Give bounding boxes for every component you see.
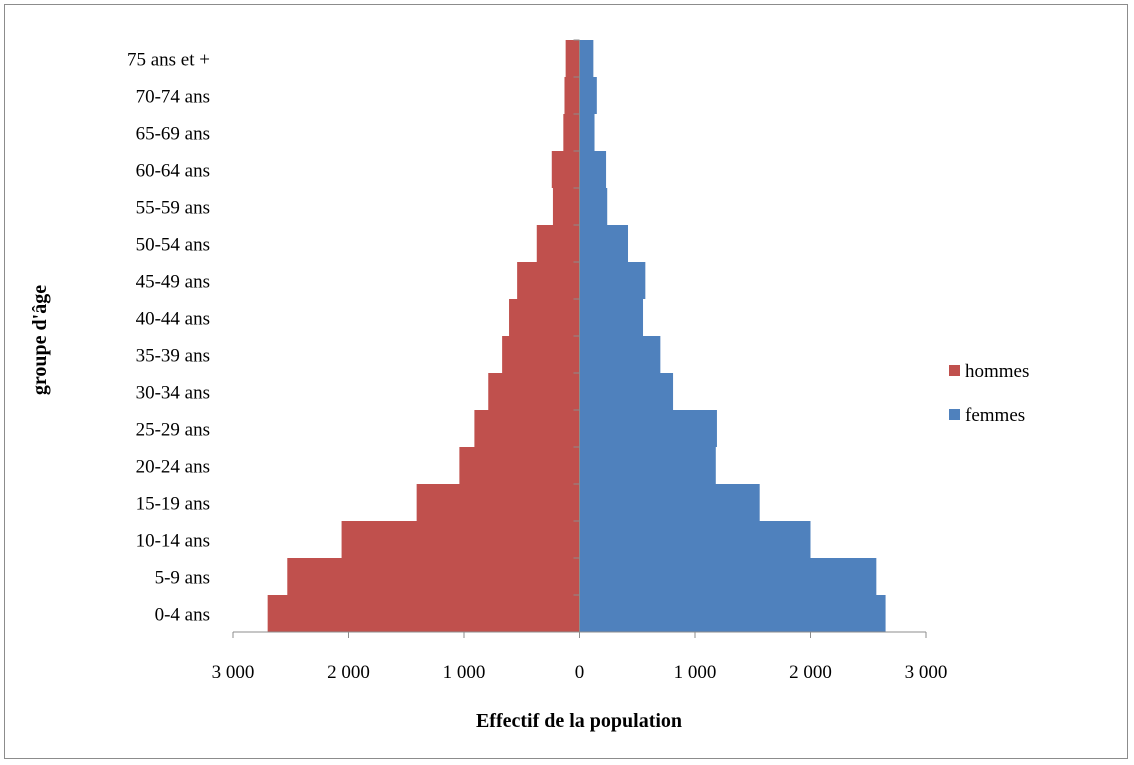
y-axis-title: groupe d'âge — [29, 285, 51, 395]
category-label-13: 65-69 ans — [136, 124, 210, 145]
bar-femmes-8 — [579, 299, 644, 336]
bar-hommes-3 — [416, 484, 580, 521]
bar-hommes-8 — [509, 299, 580, 336]
bar-hommes-9 — [517, 262, 580, 299]
x-tick-label-2: 1 000 — [443, 662, 486, 683]
category-label-3: 15-19 ans — [136, 494, 210, 515]
category-label-11: 55-59 ans — [136, 198, 210, 219]
category-label-1: 5-9 ans — [155, 568, 210, 589]
bar-hommes-0 — [267, 595, 580, 632]
legend: hommes femmes — [949, 361, 1029, 426]
bar-femmes-11 — [579, 188, 608, 225]
category-label-0: 0-4 ans — [155, 605, 210, 626]
bar-hommes-14 — [564, 77, 580, 114]
bar-femmes-14 — [579, 77, 597, 114]
category-label-12: 60-64 ans — [136, 161, 210, 182]
category-label-6: 30-34 ans — [136, 383, 210, 404]
bar-femmes-15 — [579, 40, 594, 77]
legend-swatch-femmes — [949, 409, 960, 420]
bar-femmes-3 — [579, 484, 760, 521]
legend-swatch-hommes — [949, 365, 960, 376]
category-labels: 0-4 ans 5-9 ans 10-14 ans 15-19 ans 20-24 an… — [127, 50, 210, 626]
category-label-7: 35-39 ans — [136, 346, 210, 367]
category-label-10: 50-54 ans — [136, 235, 210, 256]
bar-femmes-7 — [579, 336, 661, 373]
bar-femmes-12 — [579, 151, 607, 188]
bar-femmes-6 — [579, 373, 674, 410]
bar-hommes-2 — [341, 521, 580, 558]
legend-label-hommes: hommes — [965, 361, 1029, 382]
bar-hommes-11 — [552, 188, 580, 225]
bar-femmes-9 — [579, 262, 646, 299]
bar-hommes-15 — [565, 40, 580, 77]
x-tick-label-5: 2 000 — [789, 662, 832, 683]
x-tick-label-6: 3 000 — [905, 662, 948, 683]
bar-hommes-5 — [474, 410, 580, 447]
x-tick-label-3: 0 — [575, 662, 585, 683]
bar-hommes-4 — [459, 447, 580, 484]
legend-label-femmes: femmes — [965, 405, 1025, 426]
axis-layer — [232, 39, 927, 638]
bar-femmes-0 — [579, 595, 886, 632]
category-label-9: 45-49 ans — [136, 272, 210, 293]
x-axis-title: Effectif de la population — [476, 710, 682, 732]
x-tick-label-1: 2 000 — [327, 662, 370, 683]
bar-femmes-1 — [579, 558, 877, 595]
bar-hommes-10 — [536, 225, 580, 262]
bar-femmes-4 — [579, 447, 716, 484]
bar-femmes-13 — [579, 114, 595, 151]
category-label-8: 40-44 ans — [136, 309, 210, 330]
bars-layer — [267, 40, 886, 632]
bar-hommes-13 — [563, 114, 580, 151]
category-label-14: 70-74 ans — [136, 87, 210, 108]
category-label-2: 10-14 ans — [136, 531, 210, 552]
bar-hommes-6 — [488, 373, 580, 410]
category-label-15: 75 ans et + — [127, 50, 210, 71]
bar-hommes-1 — [287, 558, 580, 595]
bar-femmes-10 — [579, 225, 629, 262]
x-tick-label-0: 3 000 — [212, 662, 255, 683]
bar-hommes-12 — [551, 151, 580, 188]
x-tick-labels: 3 000 2 000 1 000 0 1 000 2 000 3 000 — [212, 662, 948, 683]
x-tick-label-4: 1 000 — [674, 662, 717, 683]
category-label-4: 20-24 ans — [136, 457, 210, 478]
bar-hommes-7 — [502, 336, 580, 373]
bar-femmes-5 — [579, 410, 717, 447]
bar-femmes-2 — [579, 521, 811, 558]
category-label-5: 25-29 ans — [136, 420, 210, 441]
